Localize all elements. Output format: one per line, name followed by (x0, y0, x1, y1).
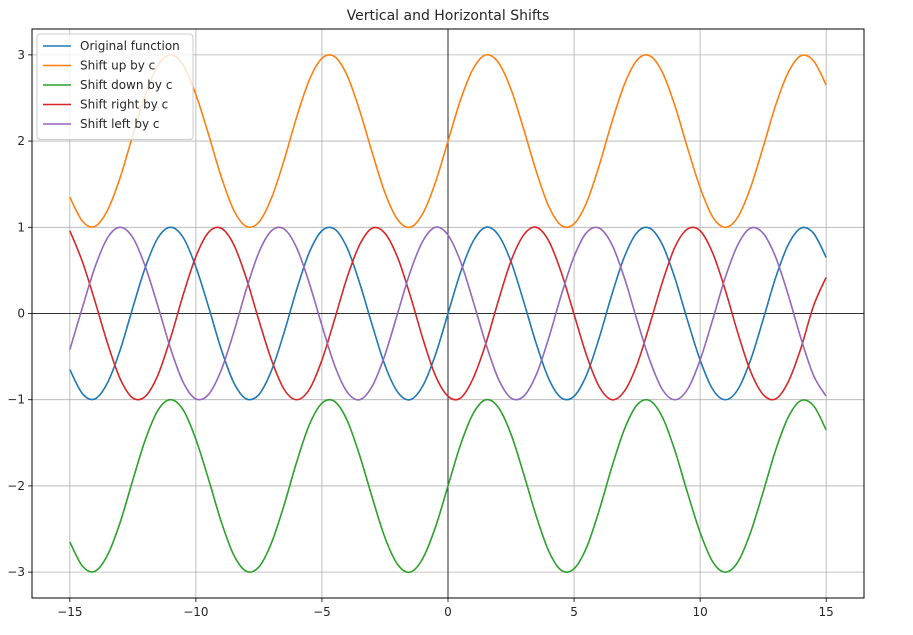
y-tick-label-1: −2 (7, 479, 25, 493)
x-tick-label-2: −5 (313, 605, 331, 619)
legend-label-1: Shift up by c (80, 59, 155, 73)
y-tick-label-5: 2 (17, 134, 25, 148)
y-tick-label-0: −3 (7, 565, 25, 579)
x-tick-label-5: 10 (692, 605, 707, 619)
legend-label-0: Original function (80, 39, 180, 53)
chart-title: Vertical and Horizontal Shifts (347, 8, 550, 24)
legend-label-2: Shift down by c (80, 78, 172, 92)
x-tick-label-6: 15 (819, 605, 834, 619)
legend: Original function Shift up by c Shift down… (36, 33, 194, 140)
series-line-3 (69, 226, 827, 401)
x-tick-label-3: 0 (444, 605, 452, 619)
series-line-4 (69, 226, 827, 401)
series-line-2 (69, 398, 827, 574)
x-tick-label-4: 5 (570, 605, 578, 619)
y-tick-label-6: 3 (17, 48, 25, 62)
series-line-1 (69, 53, 827, 229)
x-tick-label-1: −10 (183, 605, 208, 619)
legend-box (36, 33, 194, 140)
y-tick-label-4: 1 (17, 220, 25, 234)
legend-label-3: Shift right by c (80, 98, 168, 112)
y-tick-label-3: 0 (17, 307, 25, 321)
y-tick-label-2: −1 (7, 393, 25, 407)
legend-label-4: Shift left by c (80, 117, 159, 131)
series-lines (69, 53, 827, 574)
x-tick-label-0: −15 (57, 605, 82, 619)
